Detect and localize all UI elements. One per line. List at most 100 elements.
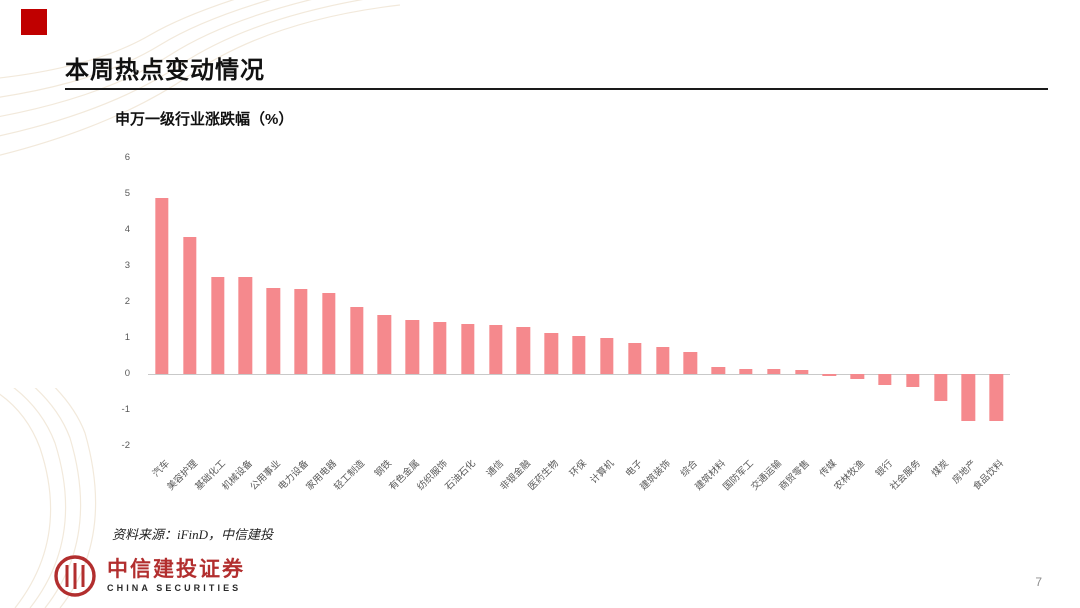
bar xyxy=(349,307,364,374)
bar-column xyxy=(148,158,176,446)
bar-column xyxy=(955,158,983,446)
page-title: 本周热点变动情况 xyxy=(65,57,265,84)
source-note: 资料来源：iFinD，中信建投 xyxy=(112,527,274,542)
logo-name-cn: 中信建投证券 xyxy=(107,557,245,581)
y-tick-label: 5 xyxy=(124,188,130,199)
bar xyxy=(933,374,948,401)
bar-column xyxy=(676,158,704,446)
bar-column xyxy=(482,158,510,446)
bar xyxy=(461,323,475,374)
bar-column xyxy=(871,158,899,446)
bar xyxy=(600,338,614,374)
x-tick-label: 环保 xyxy=(567,458,589,480)
bar-column xyxy=(565,158,593,446)
x-tick-label: 社会服务 xyxy=(888,458,923,493)
bar xyxy=(210,276,225,374)
y-tick-label: 3 xyxy=(124,260,130,271)
bar xyxy=(544,332,558,374)
bar xyxy=(739,368,753,374)
x-tick-label: 煤炭 xyxy=(929,458,951,480)
accent-square xyxy=(21,9,47,35)
bar-column xyxy=(788,158,816,446)
y-tick-label: 4 xyxy=(124,224,130,235)
chart-title: 申万一级行业涨跌幅（%） xyxy=(115,111,294,128)
bar-column xyxy=(593,158,621,446)
bar-column xyxy=(816,158,844,446)
x-axis-labels: 汽车 美容护理 基础化工 机械设备 公用事业 电力设备 家用电器 轻工制造 钢铁 有色金属 纺织服饰… xyxy=(148,448,1010,528)
y-tick-label: 2 xyxy=(124,296,130,307)
y-tick-label: -2 xyxy=(121,440,130,451)
x-tick-label: 食品饮料 xyxy=(971,458,1007,493)
y-tick-label: 6 xyxy=(124,152,130,163)
logo-name-en: CHINA SECURITIES xyxy=(107,582,242,593)
bar xyxy=(711,366,725,374)
bar-column xyxy=(454,158,482,446)
bar xyxy=(433,321,447,374)
y-tick-label: 0 xyxy=(124,368,130,379)
bar-column xyxy=(704,158,732,446)
bar xyxy=(183,237,197,374)
bar xyxy=(794,370,809,374)
bar xyxy=(767,368,781,374)
bar-column xyxy=(510,158,538,446)
x-tick-label: 计算机 xyxy=(588,458,617,487)
bar xyxy=(655,347,670,374)
bar xyxy=(961,374,976,421)
plot-area: 汽车 美容护理 基础化工 机械设备 公用事业 电力设备 家用电器 轻工制造 钢铁 有色金属 纺织服饰… xyxy=(148,158,1010,493)
bar xyxy=(683,352,698,374)
bar xyxy=(155,197,169,374)
bar xyxy=(322,293,336,374)
y-tick-label: -1 xyxy=(121,404,130,415)
bar xyxy=(989,374,1003,421)
bar xyxy=(628,343,642,374)
bar xyxy=(377,314,392,374)
x-tick-label: 农林牧渔 xyxy=(832,458,868,493)
bar-column xyxy=(176,158,204,446)
bar xyxy=(878,374,892,385)
x-axis-line xyxy=(148,374,1010,375)
page-number: 7 xyxy=(1035,575,1042,589)
bar-column xyxy=(843,158,871,446)
bar-column xyxy=(927,158,955,446)
bar-column xyxy=(204,158,232,446)
title-divider xyxy=(65,88,1048,90)
bar-column xyxy=(621,158,649,446)
bar xyxy=(516,327,531,374)
bar xyxy=(266,287,280,374)
x-tick-label: 建筑装饰 xyxy=(637,458,673,493)
bar-column xyxy=(371,158,399,446)
bar-column xyxy=(287,158,315,446)
bar xyxy=(488,325,503,374)
bar-column xyxy=(649,158,677,446)
bar-column xyxy=(982,158,1010,446)
bar-column xyxy=(537,158,565,446)
bars-row xyxy=(148,158,1010,446)
bar xyxy=(294,289,308,374)
bar-column xyxy=(398,158,426,446)
bar xyxy=(238,276,253,374)
bar xyxy=(405,320,419,374)
csc-emblem-icon xyxy=(54,555,96,597)
bar xyxy=(850,374,864,380)
bar xyxy=(906,374,920,387)
bar-column xyxy=(343,158,371,446)
y-tick-label: 1 xyxy=(124,332,130,343)
bar-column xyxy=(231,158,259,446)
x-tick-label: 商贸零售 xyxy=(776,458,812,493)
bar-column xyxy=(315,158,343,446)
decorative-swirl-top xyxy=(0,0,400,156)
bar-column xyxy=(760,158,788,446)
company-logo: 中信建投证券 CHINA SECURITIES xyxy=(52,553,245,599)
x-tick-label: 轻工制造 xyxy=(331,458,367,493)
y-axis: 6 5 4 3 2 1 0 -1 -2 xyxy=(98,152,140,451)
bar xyxy=(572,336,586,374)
bar-column xyxy=(899,158,927,446)
bar-column xyxy=(259,158,287,446)
bar-column xyxy=(426,158,454,446)
x-tick-label: 石油石化 xyxy=(443,458,478,493)
bar xyxy=(822,374,837,376)
x-tick-label: 医药生物 xyxy=(526,458,562,493)
logo-text: 中信建投证券 CHINA SECURITIES xyxy=(107,558,245,595)
bar-column xyxy=(732,158,760,446)
